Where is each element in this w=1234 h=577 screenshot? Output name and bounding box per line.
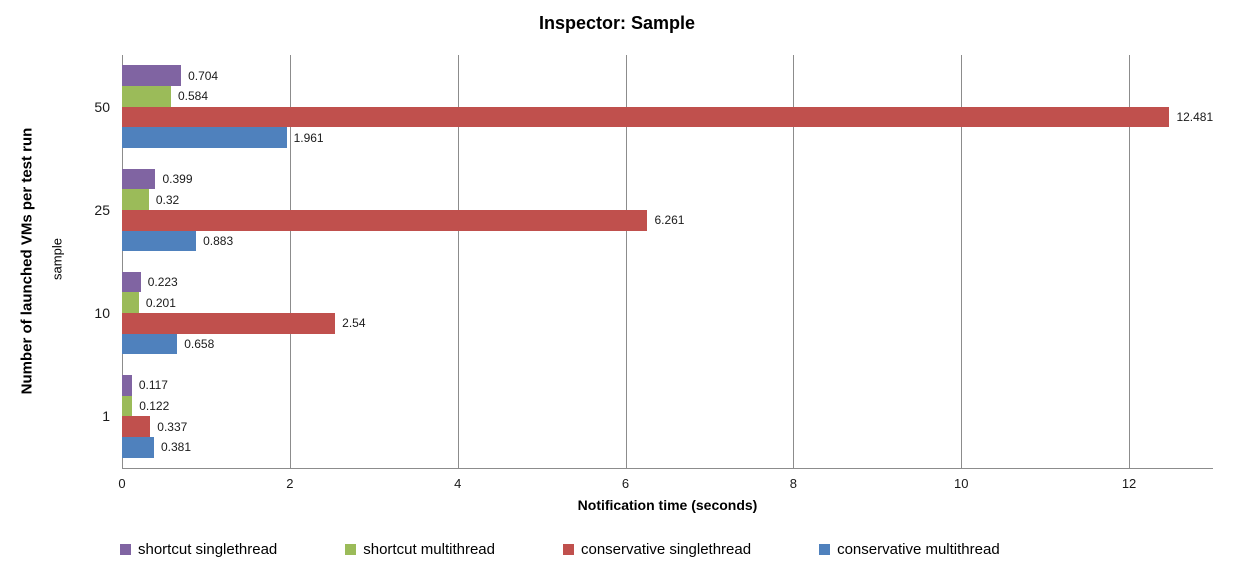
- x-tick-label: 10: [953, 476, 969, 491]
- legend-item-conservative-singlethread: conservative singlethread: [562, 541, 752, 558]
- bar-conservative-multithread-cat-1: [122, 437, 154, 458]
- legend-label: conservative multithread: [837, 541, 1000, 558]
- x-tick-label: 2: [286, 476, 294, 491]
- y-category-label: 1: [102, 408, 110, 425]
- bar-value-label: 0.337: [157, 419, 188, 434]
- bar-value-label: 0.223: [147, 275, 178, 290]
- legend: shortcut singlethread shortcut multithrea…: [120, 541, 1000, 558]
- x-tick-label: 4: [454, 476, 462, 491]
- x-tick-label: 0: [118, 476, 126, 491]
- bar-value-label: 12.481: [1176, 109, 1214, 124]
- bar-value-label: 0.704: [188, 68, 219, 83]
- legend-label: shortcut singlethread: [138, 541, 278, 558]
- bar-conservative-singlethread-cat-10: [122, 313, 336, 334]
- bar-value-label: 0.117: [138, 378, 168, 393]
- bar-conservative-singlethread-cat-50: [122, 106, 1170, 128]
- legend-item-shortcut-singlethread: shortcut singlethread: [120, 541, 277, 558]
- gridline: [793, 55, 795, 468]
- y-category-label: 10: [94, 305, 110, 322]
- legend-swatch-icon: [345, 544, 357, 555]
- bar-shortcut-multithread-cat-25: [122, 189, 149, 210]
- gridline: [457, 55, 459, 468]
- bar-shortcut-multithread-cat-1: [122, 395, 133, 417]
- legend-swatch-icon: [819, 544, 831, 555]
- bar-value-label: 0.399: [162, 171, 193, 186]
- bar-shortcut-singlethread-cat-1: [122, 375, 132, 396]
- gridline: [289, 55, 291, 468]
- bar-value-label: 6.261: [654, 213, 685, 228]
- bar-value-label: 0.122: [139, 399, 170, 414]
- legend-swatch-icon: [120, 544, 131, 555]
- bar-value-label: 0.658: [184, 337, 215, 352]
- chart-title: Inspector: Sample: [538, 13, 696, 33]
- legend-label: conservative singlethread: [580, 541, 752, 558]
- bar-value-label: 0.381: [160, 440, 191, 455]
- bar-shortcut-singlethread-cat-25: [122, 168, 156, 190]
- y-axis-label: Number of launched VMs per test run: [18, 127, 36, 395]
- x-axis-line: [122, 468, 1213, 469]
- bar-value-label: 0.32: [155, 192, 180, 207]
- gridline: [961, 55, 963, 468]
- bar-shortcut-singlethread-cat-10: [122, 271, 141, 293]
- gridline: [625, 55, 627, 468]
- bar-value-label: 1.961: [293, 130, 324, 145]
- bar-value-label: 2.54: [342, 316, 366, 331]
- bar-shortcut-multithread-cat-10: [122, 292, 139, 314]
- bar-shortcut-singlethread-cat-50: [122, 65, 182, 86]
- bar-value-label: 0.584: [178, 89, 209, 104]
- legend-label: shortcut multithread: [363, 541, 495, 558]
- legend-item-conservative-multithread: conservative multithread: [819, 541, 1000, 558]
- bar-value-label: 0.883: [203, 233, 234, 248]
- y-category-label: 50: [94, 98, 110, 115]
- gridline: [122, 55, 123, 468]
- bar-conservative-singlethread-cat-25: [122, 209, 648, 231]
- gridline: [1129, 55, 1131, 468]
- bar-conservative-multithread-cat-10: [122, 333, 178, 355]
- bar-conservative-multithread-cat-25: [122, 230, 197, 252]
- x-axis-label: Notification time (seconds): [577, 497, 758, 513]
- y-axis-secondary-label: sample: [49, 238, 65, 280]
- bar-conservative-multithread-cat-50: [122, 127, 287, 148]
- legend-swatch-icon: [562, 544, 574, 555]
- bar-value-label: 0.201: [145, 295, 176, 310]
- y-category-label: 25: [94, 201, 110, 218]
- legend-item-shortcut-multithread: shortcut multithread: [345, 541, 495, 558]
- bar-shortcut-multithread-cat-50: [122, 85, 171, 107]
- x-tick-label: 6: [621, 476, 630, 491]
- x-tick-label: 12: [1121, 476, 1137, 491]
- bar-conservative-singlethread-cat-1: [122, 416, 151, 438]
- x-tick-label: 8: [789, 476, 797, 491]
